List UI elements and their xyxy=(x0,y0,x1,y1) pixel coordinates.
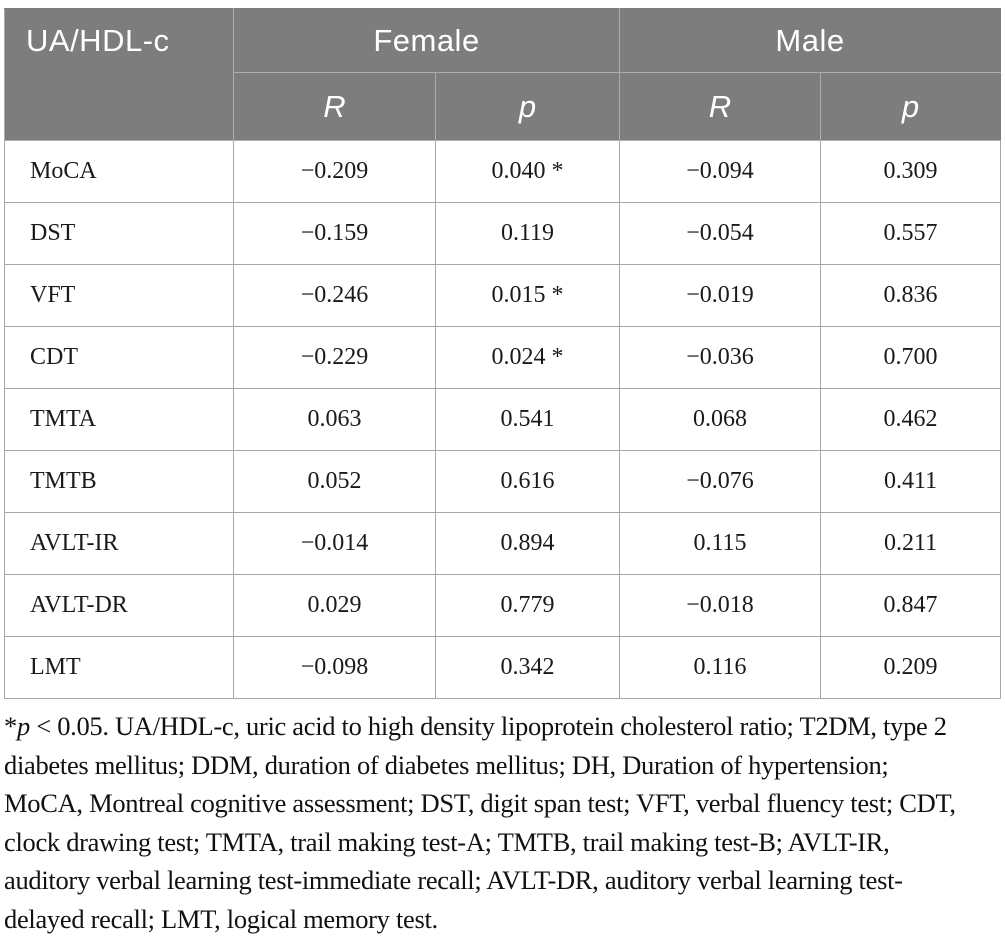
cell-female-r: 0.052 xyxy=(233,450,436,513)
group-header-male: Male xyxy=(618,8,1002,73)
cell-male-p: 0.411 xyxy=(819,450,1002,513)
cell-male-r: −0.094 xyxy=(619,140,821,203)
row-label: AVLT-DR xyxy=(4,574,234,637)
cell-female-r: 0.029 xyxy=(233,574,436,637)
table-row-avlt-dr: AVLT-DR 0.029 0.779 −0.018 0.847 xyxy=(4,574,1002,637)
row-label: MoCA xyxy=(4,140,234,203)
cell-male-r: 0.115 xyxy=(619,512,821,575)
cell-male-r: −0.018 xyxy=(619,574,821,637)
table-row-vft: VFT −0.246 0.015 * −0.019 0.836 xyxy=(4,264,1002,327)
footnote-significance-star: * xyxy=(4,711,17,741)
table-row-avlt-ir: AVLT-IR −0.014 0.894 0.115 0.211 xyxy=(4,512,1002,575)
cell-female-r: −0.229 xyxy=(233,326,436,389)
correlation-table: UA/HDL-c Female Male R p R p MoCA −0.209… xyxy=(4,8,1002,699)
cell-female-p: 0.040 * xyxy=(435,140,620,203)
cell-male-p: 0.700 xyxy=(819,326,1002,389)
table-row-dst: DST −0.159 0.119 −0.054 0.557 xyxy=(4,202,1002,265)
row-label: DST xyxy=(4,202,234,265)
cell-male-r: 0.116 xyxy=(619,636,821,699)
cell-female-r: 0.063 xyxy=(233,388,436,451)
row-label: VFT xyxy=(4,264,234,327)
cell-female-p: 0.342 xyxy=(435,636,620,699)
cell-female-p: 0.024 * xyxy=(435,326,620,389)
cell-female-p: 0.779 xyxy=(435,574,620,637)
cell-male-r: −0.054 xyxy=(619,202,821,265)
col-header-female-p: p xyxy=(435,72,620,141)
cell-female-p: 0.616 xyxy=(435,450,620,513)
group-header-female: Female xyxy=(233,8,620,73)
cell-female-p: 0.015 * xyxy=(435,264,620,327)
cell-female-r: −0.159 xyxy=(233,202,436,265)
cell-female-p: 0.894 xyxy=(435,512,620,575)
header-subcolumn-row: R p R p xyxy=(5,72,1002,141)
cell-male-r: 0.068 xyxy=(619,388,821,451)
cell-male-p: 0.462 xyxy=(819,388,1002,451)
cell-female-r: −0.014 xyxy=(233,512,436,575)
table-row-tmta: TMTA 0.063 0.541 0.068 0.462 xyxy=(4,388,1002,451)
row-label: AVLT-IR xyxy=(4,512,234,575)
col-header-male-p: p xyxy=(819,72,1002,141)
row-label: TMTA xyxy=(4,388,234,451)
row-label: LMT xyxy=(4,636,234,699)
cell-male-p: 0.211 xyxy=(819,512,1002,575)
cell-male-p: 0.309 xyxy=(819,140,1002,203)
footnote-p-symbol: p xyxy=(16,711,30,741)
cell-female-r: −0.209 xyxy=(233,140,436,203)
cell-male-p: 0.209 xyxy=(819,636,1002,699)
footnote-line-6: delayed recall; LMT, logical memory test… xyxy=(4,903,438,934)
footnote-line-1: *p < 0.05. UA/HDL-c, uric acid to high d… xyxy=(4,707,1004,746)
cell-male-p: 0.836 xyxy=(819,264,1002,327)
footnote-line-3: MoCA, Montreal cognitive assessment; DST… xyxy=(4,788,956,819)
table-row-cdt: CDT −0.229 0.024 * −0.036 0.700 xyxy=(4,326,1002,389)
cell-female-p: 0.541 xyxy=(435,388,620,451)
footnote-line-1-text: < 0.05. UA/HDL-c, uric acid to high dens… xyxy=(29,711,947,741)
row-label: TMTB xyxy=(4,450,234,513)
col-header-male-r: R xyxy=(619,72,821,141)
footnote-line-4: clock drawing test; TMTA, trail making t… xyxy=(4,826,890,857)
cell-male-r: −0.036 xyxy=(619,326,821,389)
footnote-line-5: auditory verbal learning test-immediate … xyxy=(4,865,903,896)
cell-female-r: −0.098 xyxy=(233,636,436,699)
table-corner-header: UA/HDL-c xyxy=(4,8,234,141)
cell-male-r: −0.076 xyxy=(619,450,821,513)
table-row-tmtb: TMTB 0.052 0.616 −0.076 0.411 xyxy=(4,450,1002,513)
cell-male-r: −0.019 xyxy=(619,264,821,327)
table-row-moca: MoCA −0.209 0.040 * −0.094 0.309 xyxy=(4,140,1002,203)
col-header-female-r: R xyxy=(233,72,436,141)
cell-female-p: 0.119 xyxy=(435,202,620,265)
table-row-lmt: LMT −0.098 0.342 0.116 0.209 xyxy=(4,636,1002,699)
footnote-line-2: diabetes mellitus; DDM, duration of diab… xyxy=(4,749,889,780)
table-footnote: *p < 0.05. UA/HDL-c, uric acid to high d… xyxy=(4,707,1004,939)
header-group-row: UA/HDL-c Female Male xyxy=(4,8,1002,141)
cell-male-p: 0.557 xyxy=(819,202,1002,265)
row-label: CDT xyxy=(4,326,234,389)
cell-female-r: −0.246 xyxy=(233,264,436,327)
cell-male-p: 0.847 xyxy=(819,574,1002,637)
